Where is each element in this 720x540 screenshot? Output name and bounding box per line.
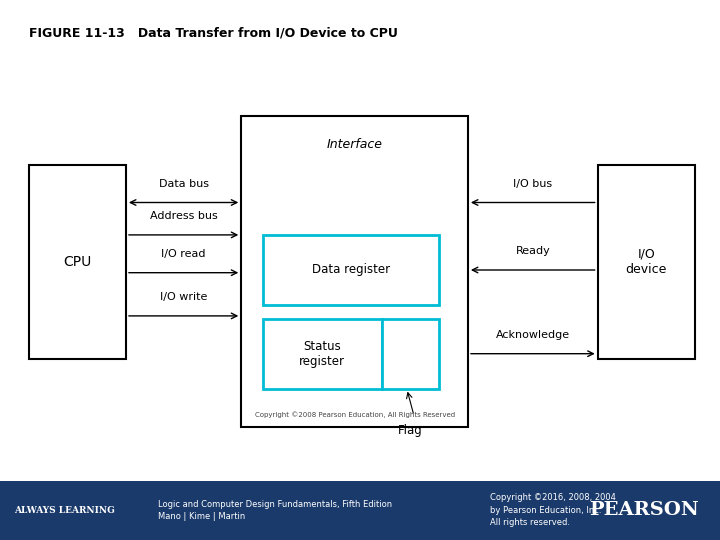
Text: CPU: CPU (63, 255, 91, 269)
Text: Acknowledge: Acknowledge (496, 330, 570, 340)
FancyBboxPatch shape (241, 116, 468, 427)
Text: FIGURE 11-13   Data Transfer from I/O Device to CPU: FIGURE 11-13 Data Transfer from I/O Devi… (29, 27, 397, 40)
Text: Copyright ©2016, 2008, 2004
by Pearson Education, Inc.
All rights reserved.: Copyright ©2016, 2008, 2004 by Pearson E… (490, 494, 616, 527)
FancyBboxPatch shape (29, 165, 126, 359)
Text: Data bus: Data bus (158, 179, 209, 189)
Bar (0, 481, 720, 540)
Text: ALWAYS LEARNING: ALWAYS LEARNING (14, 506, 115, 515)
Text: Interface: Interface (327, 138, 382, 151)
Text: Ready: Ready (516, 246, 550, 256)
Text: I/O write: I/O write (160, 292, 207, 302)
FancyBboxPatch shape (263, 319, 382, 389)
Text: Address bus: Address bus (150, 211, 217, 221)
Text: Status
register: Status register (300, 340, 345, 368)
FancyBboxPatch shape (598, 165, 695, 359)
Text: Data register: Data register (312, 264, 390, 276)
Text: I/O read: I/O read (161, 249, 206, 259)
Text: PEARSON: PEARSON (589, 501, 698, 519)
Text: Copyright ©2008 Pearson Education, All Rights Reserved: Copyright ©2008 Pearson Education, All R… (255, 412, 454, 418)
Text: Logic and Computer Design Fundamentals, Fifth Edition
Mano | Kime | Martin: Logic and Computer Design Fundamentals, … (158, 500, 392, 521)
FancyBboxPatch shape (263, 235, 439, 305)
Text: I/O bus: I/O bus (513, 179, 552, 189)
Text: Flag: Flag (398, 424, 423, 437)
FancyBboxPatch shape (382, 319, 439, 389)
Text: I/O
device: I/O device (626, 248, 667, 276)
